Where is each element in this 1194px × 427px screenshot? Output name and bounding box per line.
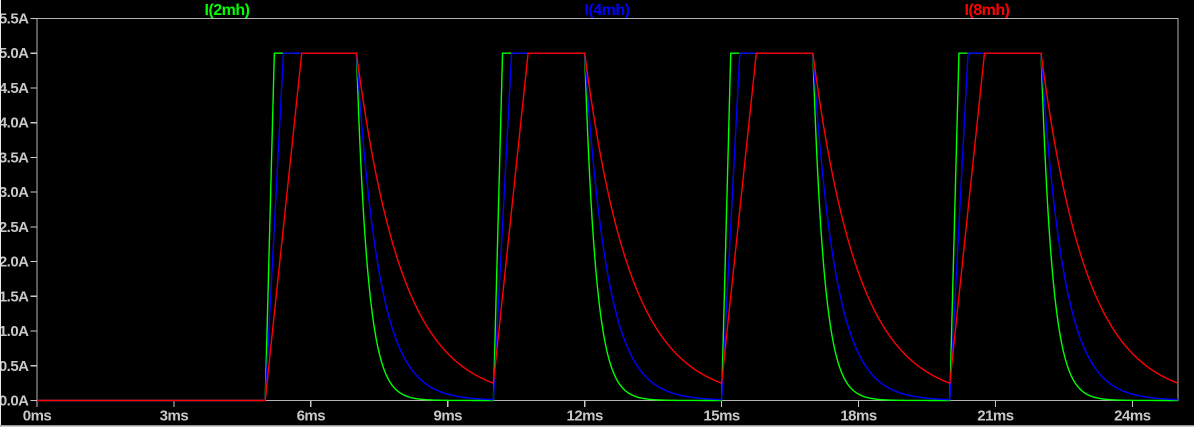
x-axis-tick-label[interactable]: 21ms <box>977 408 1014 425</box>
legend-item-i2mh[interactable]: I(2mh) <box>204 2 251 19</box>
x-axis-tick-label[interactable]: 6ms <box>297 408 326 425</box>
trace-I(8mh)[interactable] <box>36 52 1179 402</box>
x-axis-tick-label[interactable]: 15ms <box>703 408 740 425</box>
trace-I(2mh)[interactable] <box>36 52 1179 402</box>
plot-border <box>36 17 1179 402</box>
y-axis-tick-label[interactable]: 0.0A <box>0 393 30 410</box>
y-axis-tick-label[interactable]: 4.5A <box>0 80 30 97</box>
x-axis-tick-label[interactable]: 9ms <box>433 408 462 425</box>
y-axis-tick-label[interactable]: 0.5A <box>0 358 30 375</box>
y-axis-tick-label[interactable]: 5.5A <box>0 11 30 28</box>
y-axis-tick-label[interactable]: 1.5A <box>0 288 30 305</box>
x-axis-tick-label[interactable]: 24ms <box>1114 408 1151 425</box>
y-axis-tick-label[interactable]: 1.0A <box>0 323 30 340</box>
y-axis-tick-label[interactable]: 4.0A <box>0 115 30 132</box>
legend: I(2mh) I(4mh) I(8mh) <box>0 0 1194 19</box>
x-axis-tick-label[interactable]: 0ms <box>23 408 52 425</box>
legend-item-i4mh[interactable]: I(4mh) <box>584 2 631 19</box>
x-axis-tick-label[interactable]: 18ms <box>840 408 877 425</box>
trace-I(4mh)[interactable] <box>36 52 1179 402</box>
legend-item-i8mh[interactable]: I(8mh) <box>964 2 1011 19</box>
window-left-edge <box>0 0 1 427</box>
y-axis-tick-label[interactable]: 3.5A <box>0 149 30 166</box>
window-bottom-edge <box>0 425 1194 427</box>
y-axis-tick-label[interactable]: 2.0A <box>0 254 30 271</box>
x-axis-tick-label[interactable]: 3ms <box>160 408 189 425</box>
y-axis-tick-label[interactable]: 5.0A <box>0 45 30 62</box>
x-axis-tick-label[interactable]: 12ms <box>566 408 603 425</box>
y-axis-tick-label[interactable]: 3.0A <box>0 184 30 201</box>
y-axis-tick-label[interactable]: 2.5A <box>0 219 30 236</box>
